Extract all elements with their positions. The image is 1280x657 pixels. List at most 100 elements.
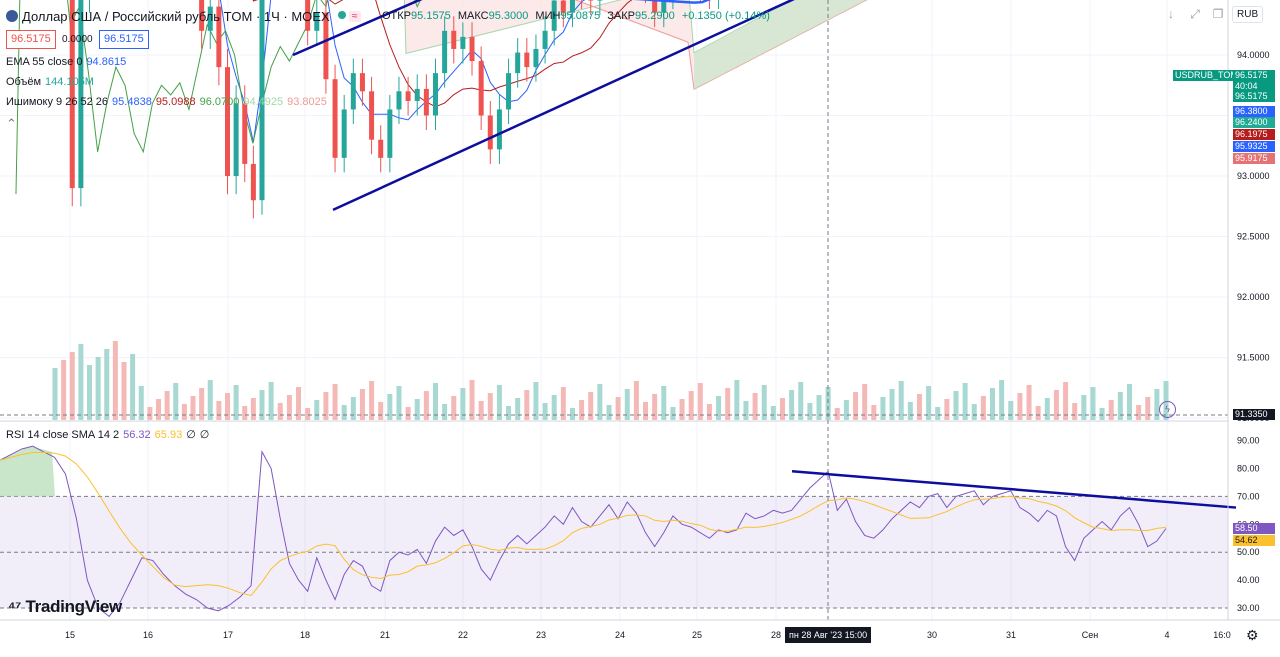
symbol-title[interactable]: Доллар США / Российский рубль TOM · 1Ч ·…: [22, 9, 330, 24]
candle: [451, 16, 457, 64]
candle-body: [405, 91, 411, 101]
candle: [225, 48, 230, 195]
ichimoku-kijun-value: 95.0988: [155, 96, 196, 108]
candle-body: [423, 88, 429, 116]
rsi-extra-value-1: ∅: [186, 429, 196, 441]
candle: [378, 125, 384, 173]
volume-bar: [770, 406, 776, 420]
chikou-line: [15, 0, 422, 195]
time-tick-label: 15: [65, 630, 75, 640]
volume-bar: [697, 383, 703, 420]
volume-bar: [1017, 393, 1023, 420]
volume-bar: [853, 392, 859, 420]
volume-bar: [688, 391, 694, 420]
ema-tag: 95.9325: [1233, 141, 1275, 152]
ema-legend[interactable]: EMA 55 close 0 94.8615: [6, 56, 130, 68]
trendlines[interactable]: [292, 0, 1280, 509]
currency-selector[interactable]: RUB: [1232, 6, 1264, 23]
candle-body: [414, 88, 420, 101]
candle-body: [515, 52, 521, 74]
ema-legend-value: 94.8615: [86, 56, 127, 68]
candle-body: [478, 61, 484, 116]
time-tick-label: 17: [223, 630, 233, 640]
volume-bar: [460, 388, 466, 420]
time-tick-label: 25: [692, 630, 702, 640]
volume-bar: [551, 395, 557, 420]
candle-body: [369, 91, 375, 140]
candle-body: [524, 52, 530, 68]
volume-bar: [1108, 400, 1114, 420]
volume-bar: [825, 387, 831, 420]
restore-icon[interactable]: ❐: [1212, 7, 1224, 21]
volume-bar: [615, 397, 621, 420]
volume-bar: [1145, 397, 1151, 420]
volume-bar: [1026, 385, 1032, 420]
ichimoku-legend[interactable]: Ишимоку 9 26 52 26 95.4838 95.0988 96.0700 9…: [6, 96, 331, 108]
volume-bar: [980, 396, 986, 420]
volume-bar: [999, 380, 1005, 420]
volume-bar: [387, 394, 393, 420]
high-label: МАКС: [457, 10, 489, 22]
candle-body: [305, 0, 311, 31]
candle: [581, 0, 583, 10]
tradingview-logo[interactable]: ⁴⁷ TradingView: [8, 597, 122, 617]
candle: [242, 85, 248, 183]
compare-icon[interactable]: ⤢: [1190, 7, 1200, 21]
indicator-badges[interactable]: ≈: [338, 8, 361, 22]
price-tick-label: 92.5000: [1237, 232, 1270, 242]
symbol-title-row[interactable]: Доллар США / Российский рубль TOM · 1Ч ·…: [6, 9, 330, 24]
candle: [350, 58, 356, 124]
volume-bar: [225, 393, 230, 420]
time-tick-label: 22: [458, 630, 468, 640]
volume-bar: [164, 391, 170, 420]
volume-bar: [181, 404, 187, 420]
candle-body: [225, 67, 230, 176]
candle-body: [597, 0, 603, 1]
volume-bar: [1099, 408, 1105, 420]
candle: [216, 0, 222, 86]
buy-price-box[interactable]: 96.5175: [99, 30, 149, 49]
tenkan-tag: 96.3800: [1233, 106, 1275, 117]
volume-bar: [478, 401, 484, 420]
volume-legend[interactable]: Объём 144.105M: [6, 76, 98, 88]
candle: [332, 64, 338, 173]
lightning-icon[interactable]: ϟ: [1159, 401, 1176, 418]
open-label: ОТКР: [382, 10, 412, 22]
candle-body: [78, 0, 84, 189]
kijun-line: [252, 0, 633, 108]
volume-bar: [405, 407, 411, 420]
candle: [423, 74, 429, 131]
sell-price-box[interactable]: 96.5175: [6, 30, 56, 49]
candle: [396, 76, 402, 124]
ichimoku-lines: [15, 0, 633, 195]
volume-bar: [242, 406, 248, 420]
crosshair-time-label: пн 28 Авг '23 15:00: [785, 627, 872, 643]
collapse-legend-icon[interactable]: ⌃: [6, 116, 17, 131]
candle: [432, 58, 438, 131]
candle-body: [207, 6, 213, 31]
rsi-tick-label: 90.00: [1237, 436, 1260, 446]
volume-bar: [451, 396, 457, 420]
candle: [469, 22, 475, 76]
rsi-tag: 58.50: [1233, 523, 1275, 534]
candle-body: [387, 109, 393, 158]
volume-bar: [1008, 401, 1014, 420]
rsi-ma-value: 65.93: [154, 429, 183, 441]
candle: [588, 0, 594, 16]
low-label: МИН: [535, 10, 561, 22]
candle-body: [551, 0, 557, 31]
volume-bar: [207, 380, 213, 420]
span-b-tag: 95.9175: [1233, 153, 1275, 164]
volume-bar: [259, 390, 265, 420]
candle-body: [250, 163, 256, 201]
rsi-legend[interactable]: RSI 14 close SMA 14 2 56.32 65.93 ∅ ∅: [6, 428, 213, 441]
volume-bar: [907, 402, 913, 420]
volume-bar: [1154, 389, 1160, 420]
download-icon[interactable]: ↓: [1168, 7, 1174, 21]
volume-bar: [898, 381, 904, 420]
approx-badge-icon[interactable]: ≈: [349, 11, 361, 22]
settings-gear-icon[interactable]: ⚙: [1246, 627, 1259, 643]
rsi-tick-label: 80.00: [1237, 464, 1260, 474]
symbol-tag: USDRUB_TOM: [1173, 70, 1238, 81]
